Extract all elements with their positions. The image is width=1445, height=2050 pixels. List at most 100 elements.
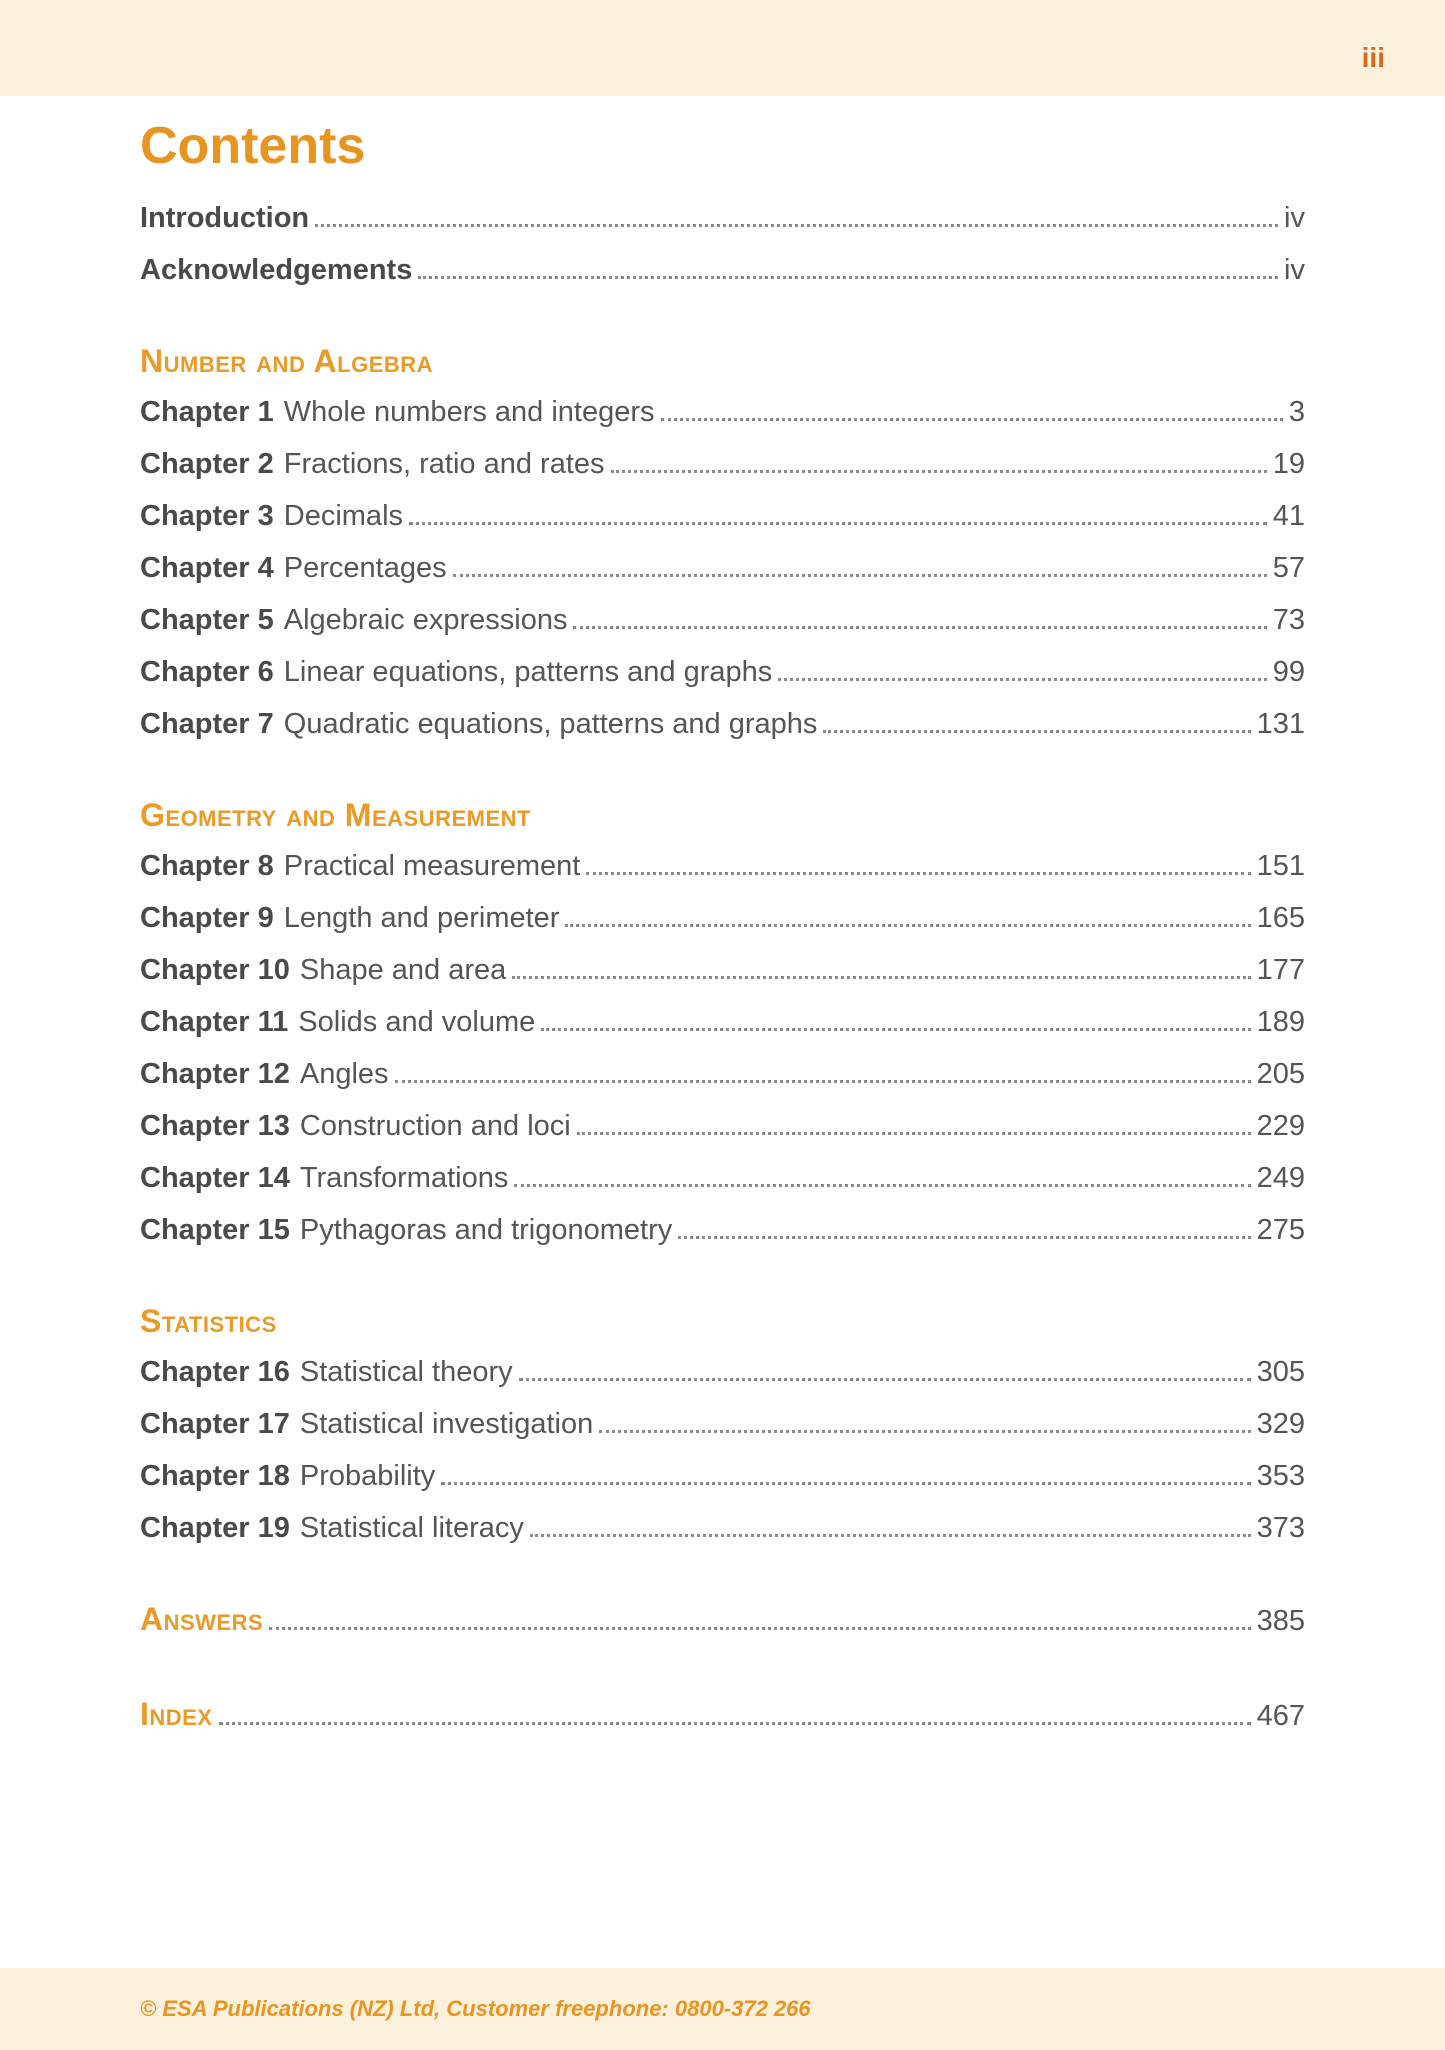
chapter-line: Chapter 4Percentages57: [140, 554, 1305, 583]
chapter-title: Fractions, ratio and rates: [284, 450, 605, 479]
chapter-line: Chapter 7 Quadratic equations, patterns a…: [140, 710, 1305, 739]
chapter-label: Chapter 18: [140, 1462, 290, 1491]
leader-dots: [514, 1184, 1250, 1187]
chapter-line: Chapter 1 Whole numbers and integers 3: [140, 398, 1305, 427]
chapter-label: Chapter 14: [140, 1164, 290, 1193]
front-matter: IntroductionivAcknowledgementsiv: [140, 204, 1305, 285]
chapter-title: Solids and volume: [298, 1008, 535, 1037]
chapter-line: Chapter 19 Statistical literacy 373: [140, 1514, 1305, 1543]
leader-dots: [418, 276, 1278, 279]
chapter-page: 275: [1257, 1216, 1305, 1245]
footer-text: © ESA Publications (NZ) Ltd, Customer fr…: [140, 1996, 811, 2022]
leader-dots: [823, 730, 1250, 733]
chapter-page: 373: [1257, 1514, 1305, 1543]
front-matter-page: iv: [1284, 256, 1305, 285]
chapter-page: 131: [1257, 710, 1305, 739]
chapter-page: 99: [1273, 658, 1305, 687]
chapter-page: 329: [1257, 1410, 1305, 1439]
back-matter-line: Answers385: [140, 1601, 1305, 1638]
chapter-line: Chapter 5 Algebraic expressions 73: [140, 606, 1305, 635]
front-matter-label: Introduction: [140, 204, 309, 233]
chapter-title: Practical measurement: [284, 852, 581, 881]
chapter-title: Algebraic expressions: [284, 606, 568, 635]
leader-dots: [565, 924, 1250, 927]
section-heading: Statistics: [140, 1303, 1305, 1340]
chapter-line: Chapter 10Shape and area177: [140, 956, 1305, 985]
chapter-page: 151: [1257, 852, 1305, 881]
chapter-label: Chapter 7: [140, 710, 274, 739]
chapter-title: Statistical literacy: [300, 1514, 524, 1543]
back-matter-page: 467: [1257, 1700, 1305, 1733]
leader-dots: [512, 976, 1250, 979]
leader-dots: [269, 1627, 1250, 1630]
chapter-label: Chapter 4: [140, 554, 274, 583]
chapter-label: Chapter 17: [140, 1410, 290, 1439]
chapter-title: Decimals: [284, 502, 403, 531]
header-band: iii: [0, 0, 1445, 96]
chapter-page: 205: [1257, 1060, 1305, 1089]
footer-band: © ESA Publications (NZ) Ltd, Customer fr…: [0, 1968, 1445, 2050]
front-matter-label: Acknowledgements: [140, 256, 412, 285]
chapter-label: Chapter 6: [140, 658, 274, 687]
leader-dots: [586, 872, 1250, 875]
leader-dots: [573, 626, 1266, 629]
chapter-title: Statistical investigation: [300, 1410, 593, 1439]
leader-dots: [599, 1430, 1250, 1433]
page-number: iii: [1362, 42, 1385, 74]
leader-dots: [778, 678, 1266, 681]
chapter-title: Angles: [300, 1060, 389, 1089]
leader-dots: [519, 1378, 1251, 1381]
leader-dots: [409, 522, 1267, 525]
chapter-line: Chapter 9Length and perimeter165: [140, 904, 1305, 933]
chapter-label: Chapter 15: [140, 1216, 290, 1245]
back-matter-heading: Index: [140, 1696, 213, 1733]
chapter-page: 3: [1289, 398, 1305, 427]
chapter-line: Chapter 6 Linear equations, patterns and …: [140, 658, 1305, 687]
chapter-title: Shape and area: [300, 956, 506, 985]
chapter-label: Chapter 1: [140, 398, 274, 427]
chapter-label: Chapter 8: [140, 852, 274, 881]
leader-dots: [315, 224, 1278, 227]
chapter-line: Chapter 14Transformations249: [140, 1164, 1305, 1193]
chapter-title: Statistical theory: [300, 1358, 513, 1387]
leader-dots: [577, 1132, 1251, 1135]
chapter-line: Chapter 15 Pythagoras and trigonometry 275: [140, 1216, 1305, 1245]
chapter-page: 73: [1273, 606, 1305, 635]
leader-dots: [611, 470, 1267, 473]
chapter-title: Pythagoras and trigonometry: [300, 1216, 672, 1245]
chapter-label: Chapter 10: [140, 956, 290, 985]
contents-title: Contents: [140, 116, 1305, 176]
chapter-page: 41: [1273, 502, 1305, 531]
leader-dots: [395, 1080, 1251, 1083]
chapter-label: Chapter 16: [140, 1358, 290, 1387]
leader-dots: [541, 1028, 1250, 1031]
back-matter-line: Index 467: [140, 1696, 1305, 1733]
chapter-page: 305: [1257, 1358, 1305, 1387]
leader-dots: [219, 1722, 1251, 1725]
chapter-page: 189: [1257, 1008, 1305, 1037]
chapter-line: Chapter 2 Fractions, ratio and rates 19: [140, 450, 1305, 479]
chapter-page: 19: [1273, 450, 1305, 479]
toc-sections: Number and Algebra Chapter 1 Whole numbers…: [140, 343, 1305, 1543]
chapter-label: Chapter 2: [140, 450, 274, 479]
chapter-title: Linear equations, patterns and graphs: [284, 658, 773, 687]
page: iii Contents Introduction iv Acknowledgeme…: [0, 0, 1445, 2050]
chapter-title: Probability: [300, 1462, 435, 1491]
chapter-label: Chapter 12: [140, 1060, 290, 1089]
section-heading: Geometry and Measurement: [140, 797, 1305, 834]
chapter-page: 353: [1257, 1462, 1305, 1491]
chapter-title: Quadratic equations, patterns and graphs: [284, 710, 818, 739]
leader-dots: [661, 418, 1283, 421]
leader-dots: [441, 1482, 1250, 1485]
chapter-label: Chapter 19: [140, 1514, 290, 1543]
section-heading: Number and Algebra: [140, 343, 1305, 380]
chapter-line: Chapter 11Solids and volume189: [140, 1008, 1305, 1037]
chapter-line: Chapter 13Construction and loci229: [140, 1112, 1305, 1141]
chapter-title: Whole numbers and integers: [284, 398, 655, 427]
chapter-title: Transformations: [300, 1164, 508, 1193]
leader-dots: [530, 1534, 1251, 1537]
chapter-title: Construction and loci: [300, 1112, 571, 1141]
back-matter-heading: Answers: [140, 1601, 263, 1638]
chapter-label: Chapter 5: [140, 606, 274, 635]
chapter-line: Chapter 17 Statistical investigation 329: [140, 1410, 1305, 1439]
